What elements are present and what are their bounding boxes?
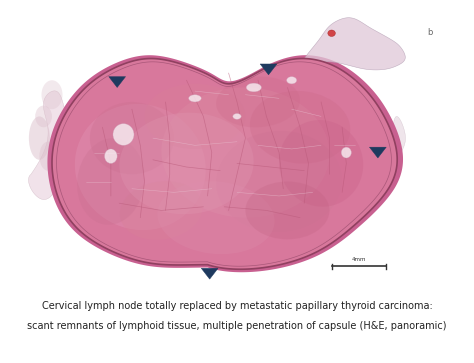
Ellipse shape (39, 142, 56, 171)
Ellipse shape (287, 77, 297, 84)
Ellipse shape (246, 83, 261, 92)
Polygon shape (201, 268, 218, 279)
Ellipse shape (328, 30, 336, 37)
Ellipse shape (189, 95, 201, 102)
Ellipse shape (250, 91, 350, 164)
Ellipse shape (341, 147, 351, 158)
Polygon shape (47, 55, 403, 272)
Ellipse shape (216, 131, 342, 232)
Text: 4mm: 4mm (352, 257, 366, 262)
Ellipse shape (42, 80, 63, 109)
Polygon shape (304, 18, 405, 70)
Ellipse shape (105, 149, 117, 163)
Ellipse shape (29, 117, 50, 160)
Ellipse shape (35, 106, 52, 127)
Polygon shape (28, 91, 69, 200)
Bar (329, 260, 388, 273)
Ellipse shape (279, 120, 363, 207)
Bar (27, 1, 447, 297)
Ellipse shape (75, 104, 206, 230)
Polygon shape (260, 64, 277, 75)
Polygon shape (388, 117, 405, 178)
Ellipse shape (157, 181, 274, 254)
Ellipse shape (161, 87, 329, 218)
Polygon shape (52, 58, 397, 269)
Text: Cervical lymph node totally replaced by metastatic papillary thyroid carcinoma:: Cervical lymph node totally replaced by … (42, 301, 432, 311)
Ellipse shape (145, 84, 246, 149)
Ellipse shape (246, 182, 329, 239)
Ellipse shape (90, 102, 174, 174)
Text: scant remnants of lymphoid tissue, multiple penetration of capsule (H&E, panoram: scant remnants of lymphoid tissue, multi… (27, 321, 447, 331)
Ellipse shape (113, 124, 134, 145)
Ellipse shape (120, 181, 203, 240)
Ellipse shape (119, 113, 254, 214)
Ellipse shape (77, 138, 145, 225)
Ellipse shape (233, 114, 241, 119)
Polygon shape (369, 147, 386, 158)
Polygon shape (109, 77, 126, 87)
Ellipse shape (216, 77, 300, 127)
Text: b: b (427, 28, 432, 37)
